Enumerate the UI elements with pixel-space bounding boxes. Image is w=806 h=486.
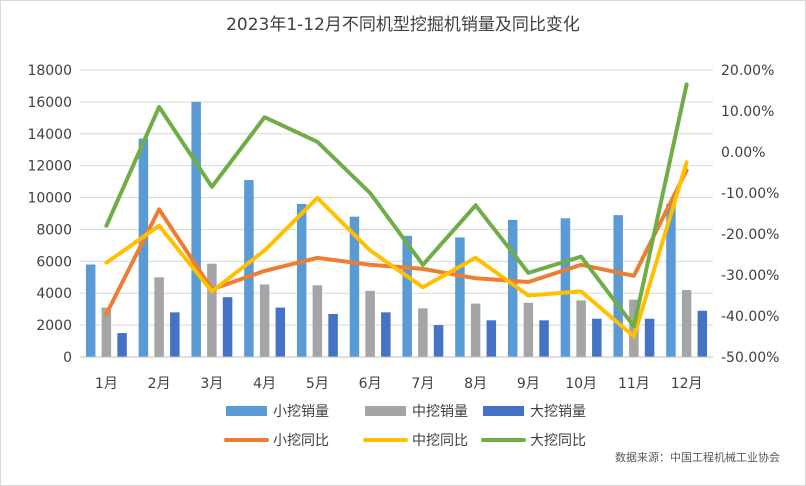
y-right-tick-label: -40.00% — [721, 309, 779, 325]
series-line — [104, 82, 689, 329]
y-left-tick-label: 2000 — [36, 318, 72, 334]
x-tick-label: 4月 — [253, 376, 276, 392]
bar — [666, 203, 676, 357]
legend-label: 小挖销量 — [273, 404, 329, 420]
x-tick-label: 10月 — [565, 376, 597, 392]
legend-label: 大挖销量 — [530, 404, 586, 420]
bar — [418, 308, 428, 357]
bar — [470, 303, 481, 357]
legend-label: 小挖同比 — [273, 433, 329, 449]
y-right-tick-label: -50.00% — [721, 350, 779, 366]
bar — [191, 101, 201, 357]
gridlines — [80, 69, 713, 326]
x-tick-label: 2月 — [148, 376, 171, 392]
legend-swatch — [483, 406, 524, 416]
bar — [101, 307, 112, 357]
bar — [328, 313, 338, 357]
bar — [592, 318, 602, 357]
bar — [560, 218, 571, 357]
y-right-tick-label: -30.00% — [721, 268, 779, 284]
axes: 0 2000 4000 6000 8000 10000 12000 14000 16000 180… — [27, 63, 779, 392]
bar — [207, 263, 217, 357]
bar — [312, 285, 323, 357]
y-left-tick-label: 4000 — [36, 286, 72, 302]
legend-swatch — [226, 406, 267, 416]
bar — [154, 277, 164, 357]
y-right-tick-label: 0.00% — [721, 145, 765, 161]
y-left-tick-label: 8000 — [36, 222, 72, 238]
x-tick-label: 3月 — [200, 376, 223, 392]
legend-label: 中挖销量 — [412, 404, 468, 420]
bar — [402, 235, 412, 357]
x-tick-label: 7月 — [411, 376, 434, 392]
bar — [244, 180, 254, 357]
bar — [433, 325, 444, 357]
bar — [138, 138, 149, 357]
bar — [681, 290, 692, 357]
bar — [275, 307, 286, 357]
legend-label: 中挖同比 — [412, 433, 468, 449]
x-tick-label: 6月 — [359, 376, 382, 392]
x-tick-label: 8月 — [464, 376, 487, 392]
y-left-tick-label: 14000 — [27, 127, 72, 143]
bar — [455, 237, 465, 357]
y-left-tick-label: 18000 — [27, 63, 72, 79]
bar — [349, 216, 360, 357]
bar — [697, 310, 708, 357]
y-right-tick-label: 10.00% — [721, 104, 774, 120]
x-tick-label: 1月 — [95, 376, 118, 392]
bar — [222, 297, 233, 357]
chart-title: 2023年1-12月不同机型挖掘机销量及同比变化 — [226, 15, 580, 35]
bar — [539, 320, 549, 357]
bar — [170, 312, 180, 357]
bar — [507, 219, 518, 357]
legend-label: 大挖同比 — [530, 433, 586, 449]
bar — [365, 290, 375, 357]
source-note: 数据来源：中国工程机械工业协会 — [615, 450, 780, 464]
bar — [85, 264, 96, 357]
bar — [486, 320, 497, 357]
y-right-tick-label: -20.00% — [721, 227, 779, 243]
x-tick-label: 9月 — [517, 376, 540, 392]
y-left-tick-label: 0 — [63, 350, 72, 366]
y-left-tick-label: 12000 — [27, 159, 72, 175]
y-left-tick-label: 16000 — [27, 95, 72, 111]
bars — [85, 101, 708, 357]
x-tick-label: 11月 — [618, 376, 650, 392]
bar — [296, 203, 307, 357]
bar — [576, 300, 586, 357]
x-tick-label: 5月 — [306, 376, 329, 392]
y-left-tick-label: 10000 — [27, 191, 72, 207]
y-right-tick-label: 20.00% — [721, 63, 774, 79]
legend-swatch — [365, 406, 406, 416]
bar — [259, 284, 270, 357]
series-line — [104, 160, 689, 339]
bar — [381, 312, 391, 357]
bar — [523, 302, 534, 357]
y-right-tick-label: -10.00% — [721, 186, 779, 202]
x-tick-label: 12月 — [671, 376, 703, 392]
y-left-tick-label: 6000 — [36, 254, 72, 270]
bar — [117, 333, 127, 357]
bar — [629, 299, 639, 357]
bar — [613, 215, 623, 357]
bar — [644, 318, 655, 357]
series-lines — [104, 82, 689, 339]
